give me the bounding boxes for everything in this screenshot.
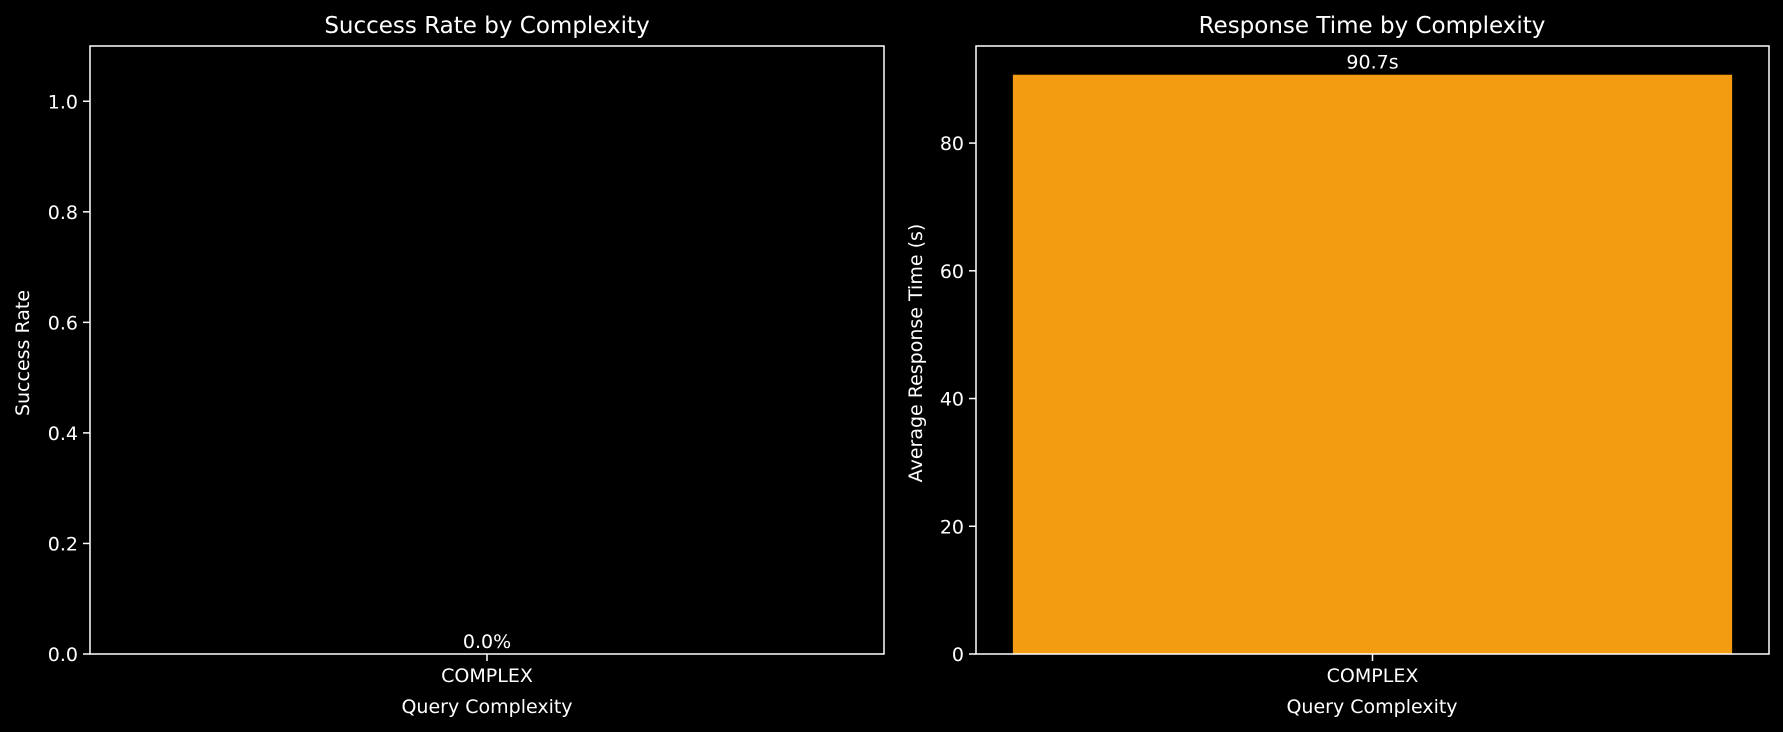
response-time-chart-y-tick-label: 20 [940, 516, 964, 538]
response-time-chart-xlabel: Query Complexity [1286, 696, 1457, 718]
response-time-chart-ylabel: Average Response Time (s) [905, 224, 927, 483]
success-rate-chart-y-ticks: 0.0 0.2 0.4 0.6 0.8 1.0 [48, 91, 90, 666]
response-time-chart-y-tick-label: 60 [940, 261, 964, 283]
response-time-chart-y-tick-label: 40 [940, 389, 964, 411]
response-time-chart-y-tick-label: 0 [952, 644, 964, 666]
success-rate-chart-y-tick-label: 0.0 [48, 644, 78, 666]
success-rate-chart-y-tick-label: 1.0 [48, 91, 78, 113]
response-time-chart-bars: 90.7s [1012, 52, 1733, 654]
success-rate-chart-ylabel: Success Rate [12, 290, 34, 416]
response-time-chart-bar [1012, 74, 1733, 654]
response-time-chart-y-tick-label: 80 [940, 133, 964, 155]
response-time-chart-title: Response Time by Complexity [1199, 13, 1546, 39]
success-rate-chart-data-label: 0.0% [463, 631, 511, 653]
success-rate-chart: Success Rate by Complexity Query Complex… [12, 13, 885, 718]
success-rate-chart-bars: 0.0% [463, 631, 511, 653]
success-rate-chart-title: Success Rate by Complexity [324, 13, 649, 39]
success-rate-chart-y-tick-label: 0.6 [48, 312, 78, 334]
response-time-chart-frame [975, 45, 1770, 655]
response-time-chart-x-tick-label: COMPLEX [1327, 665, 1419, 687]
success-rate-chart-xlabel: Query Complexity [401, 696, 572, 718]
success-rate-chart-frame [89, 45, 885, 655]
success-rate-chart-x-ticks: COMPLEX [441, 654, 533, 687]
response-time-chart: Response Time by Complexity Query Comple… [905, 13, 1770, 718]
success-rate-chart-y-tick-label: 0.4 [48, 423, 78, 445]
success-rate-chart-y-tick-label: 0.8 [48, 202, 78, 224]
response-time-chart-x-ticks: COMPLEX [1327, 654, 1419, 687]
success-rate-chart-x-tick-label: COMPLEX [441, 665, 533, 687]
success-rate-chart-y-tick-label: 0.2 [48, 533, 78, 555]
response-time-chart-data-label: 90.7s [1346, 52, 1398, 74]
response-time-chart-y-ticks: 0 20 40 60 80 [940, 133, 976, 666]
